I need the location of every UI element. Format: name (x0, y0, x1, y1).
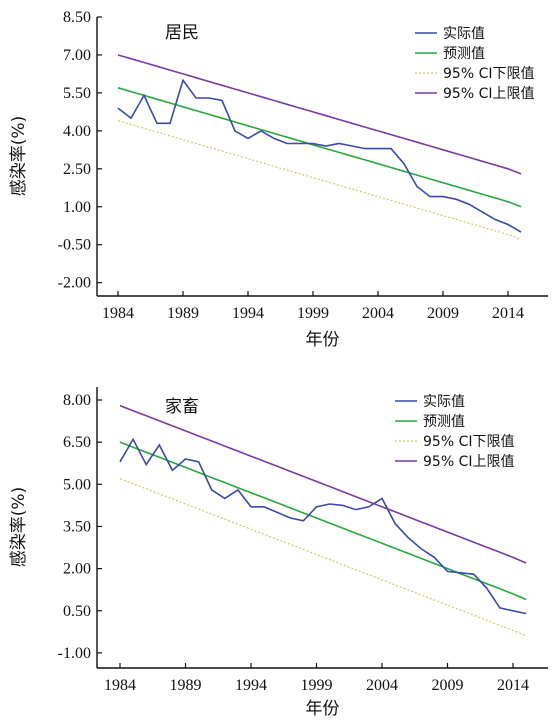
legend-entry-label: 预测值 (423, 414, 465, 430)
y-tick-label: 4.00 (63, 123, 91, 140)
y-tick-label: 2.50 (63, 161, 91, 178)
legend-entry-label: 95% CI上限值 (443, 86, 534, 102)
chart-panel-1: 8.50 7.00 5.50 4.00 2.50 1.00 -0.50 -2.00 1984 19… (9, 9, 548, 350)
y-tick-label: 1.00 (63, 199, 91, 216)
y-axis-title: 感染率(%) (9, 116, 29, 196)
legend-entry-label: 实际值 (443, 26, 485, 42)
series-line-2 (119, 478, 527, 637)
x-tick-label: 2014 (492, 305, 524, 322)
x-tick-label: 1999 (297, 305, 329, 322)
y-tick-label: -2.00 (58, 275, 91, 292)
x-tick-label: 1984 (102, 305, 134, 322)
x-tick-label: 2004 (366, 677, 398, 694)
y-tick-label: -1.00 (58, 645, 91, 662)
y-tick-label: 6.50 (63, 434, 91, 451)
y-tick-label: 7.00 (63, 47, 91, 64)
legend-entry-label: 95% CI下限值 (443, 66, 534, 82)
y-tick-label: 8.00 (63, 392, 91, 409)
legend-entry-label: 95% CI上限值 (423, 454, 514, 470)
x-tick-label: 1984 (104, 677, 136, 694)
x-tick-label: 2009 (427, 305, 459, 322)
panel-label: 居民 (165, 23, 199, 43)
x-tick-label: 2009 (432, 677, 464, 694)
y-tick-label: 0.50 (63, 603, 91, 620)
legend-entry-label: 95% CI下限值 (423, 434, 514, 450)
series-line-1 (117, 87, 522, 208)
x-tick-label: 1989 (170, 677, 202, 694)
legend-entry-label: 实际值 (423, 394, 465, 410)
y-tick-label: 3.50 (63, 518, 91, 535)
y-tick-label: 8.50 (63, 9, 91, 26)
series-line-0 (117, 78, 522, 233)
x-tick-label: 2014 (497, 677, 529, 694)
y-tick-label: 2.00 (63, 561, 91, 578)
series-line-2 (117, 120, 522, 241)
x-tick-label: 1989 (167, 305, 199, 322)
y-tick-label: 5.00 (63, 476, 91, 493)
series-line-3 (117, 54, 522, 175)
panel-label: 家畜 (165, 397, 199, 417)
x-tick-label: 1994 (235, 677, 267, 694)
legend-entry-label: 预测值 (443, 46, 485, 62)
series-line-3 (119, 404, 527, 564)
series-line-0 (119, 437, 527, 615)
chart-panel-2: 8.00 6.50 5.00 3.50 2.00 0.50 -1.00 1984 1989 199… (9, 387, 548, 719)
x-tick-label: 1999 (301, 677, 333, 694)
x-axis-title: 年份 (306, 699, 340, 719)
x-axis-title: 年份 (306, 330, 340, 350)
x-tick-label: 1994 (232, 305, 264, 322)
y-tick-label: -0.50 (58, 237, 91, 254)
y-tick-label: 5.50 (63, 85, 91, 102)
y-axis-title: 感染率(%) (9, 487, 29, 567)
x-tick-label: 2004 (362, 305, 394, 322)
